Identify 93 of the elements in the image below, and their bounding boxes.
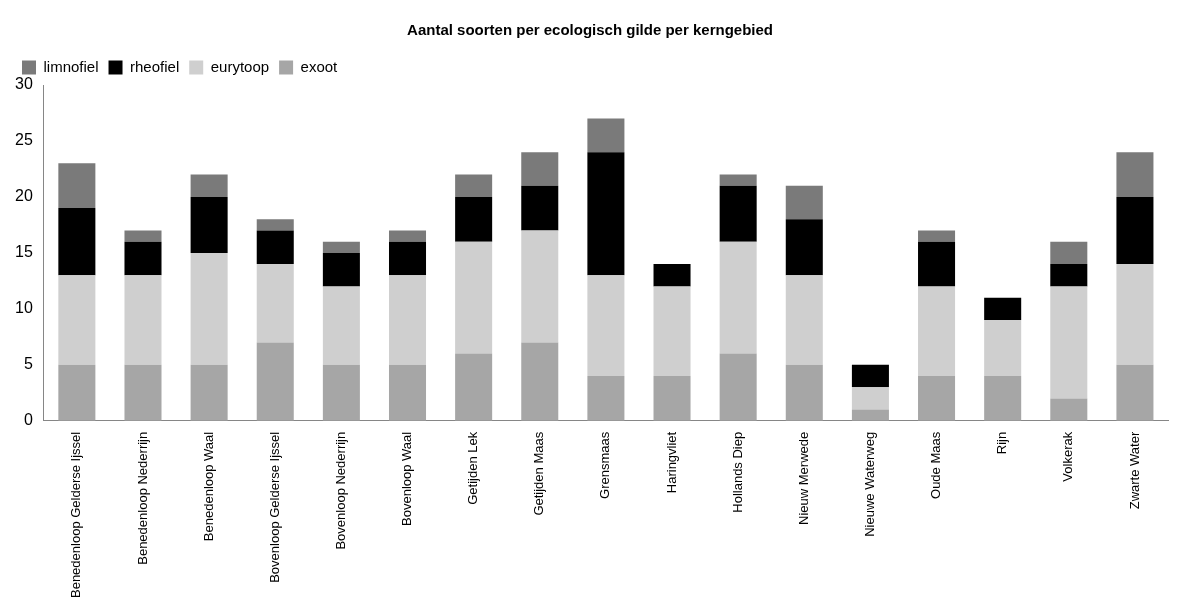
- bar: [918, 241, 956, 287]
- bar: [58, 208, 96, 276]
- x-tick-label: Volkerak: [1060, 431, 1076, 482]
- bar: [785, 275, 823, 365]
- bar: [322, 364, 360, 421]
- bar: [785, 185, 823, 220]
- bar: [58, 364, 96, 421]
- bar: [918, 230, 956, 242]
- bar: [785, 364, 823, 421]
- legend-label: exoot: [300, 57, 339, 75]
- y-tick-label: 0: [23, 411, 33, 429]
- bar: [190, 174, 228, 197]
- bar: [388, 275, 427, 365]
- bar: [256, 230, 294, 265]
- bar: [322, 286, 360, 365]
- bar: [256, 264, 294, 343]
- bar: [587, 376, 625, 421]
- x-tick-label: Benedenloop Gelderse Ijssel: [68, 431, 84, 599]
- bar: [1050, 264, 1088, 287]
- y-tick-label: 10: [15, 299, 33, 317]
- bar: [653, 376, 691, 421]
- bar: [653, 286, 691, 377]
- bar: [58, 163, 96, 209]
- bar: [322, 241, 360, 253]
- x-tick-label: Grensmaas: [597, 431, 613, 499]
- bar: [719, 174, 757, 186]
- bar: [388, 241, 427, 276]
- x-tick-label: Haringvliet: [663, 431, 679, 494]
- x-tick-label: Bovenloop Waal: [399, 431, 415, 526]
- bar: [521, 342, 559, 421]
- bar: [1116, 364, 1154, 421]
- bar: [851, 364, 889, 388]
- legend-label: eurytoop: [210, 57, 270, 75]
- bar: [984, 320, 1022, 377]
- x-tick-label: Benedenloop Waal: [200, 431, 216, 542]
- x-tick-label: Nieuwe Waterweg: [861, 431, 877, 537]
- bar: [124, 275, 162, 365]
- bar: [719, 241, 757, 354]
- bar: [58, 275, 96, 365]
- bar: [1116, 196, 1154, 265]
- bar: [653, 264, 691, 287]
- bar: [785, 219, 823, 276]
- y-tick-label: 30: [15, 75, 33, 93]
- chart-title: Aantal soorten per ecologisch gilde per kerngebied: [407, 21, 773, 39]
- bar: [256, 342, 294, 421]
- y-tick-label: 5: [23, 355, 33, 373]
- bar: [587, 152, 625, 276]
- bar: [388, 364, 427, 421]
- bar: [322, 252, 360, 287]
- y-tick-label: 20: [15, 187, 33, 205]
- bar: [719, 185, 757, 242]
- bar: [455, 196, 493, 242]
- x-tick-label: Getijden Lek: [465, 431, 481, 505]
- bar: [124, 241, 162, 276]
- bar: [984, 297, 1022, 321]
- bar: [984, 376, 1022, 421]
- legend-label: rheofiel: [130, 57, 180, 75]
- bar: [1050, 398, 1088, 421]
- x-tick-label: Benedenloop Nederrijn: [134, 431, 150, 565]
- x-tick-label: Oude Maas: [928, 431, 944, 499]
- bar: [124, 230, 162, 242]
- legend-label: limnofiel: [43, 57, 99, 75]
- y-tick-label: 15: [15, 243, 33, 261]
- x-tick-label: Zwarte Water: [1126, 431, 1142, 510]
- x-tick-label: Getijden Maas: [531, 431, 547, 516]
- bar: [1050, 241, 1088, 265]
- bar: [918, 376, 956, 421]
- x-tick-label: Hollands Diep: [729, 431, 745, 513]
- bar: [256, 219, 294, 231]
- x-tick-label: Rijn: [994, 431, 1010, 455]
- bar: [190, 252, 228, 365]
- bar: [455, 353, 493, 421]
- bar: [719, 353, 757, 421]
- bar: [388, 230, 427, 242]
- bar: [190, 196, 228, 253]
- bar: [521, 230, 559, 343]
- bar: [521, 185, 559, 231]
- x-tick-label: Nieuw Merwede: [795, 431, 811, 525]
- bar: [918, 286, 956, 377]
- bar: [1116, 264, 1154, 365]
- y-tick-label: 25: [15, 131, 33, 149]
- bar: [1116, 152, 1154, 197]
- bar: [455, 241, 493, 354]
- bar: [587, 275, 625, 377]
- bar: [455, 174, 493, 197]
- x-tick-label: Bovenloop Nederrijn: [332, 431, 348, 550]
- bar: [587, 118, 625, 153]
- bar: [1050, 286, 1088, 399]
- x-tick-label: Bovenloop Gelderse Ijssel: [266, 431, 282, 583]
- bar: [190, 364, 228, 421]
- bar: [851, 387, 889, 410]
- bar: [521, 152, 559, 186]
- bar: [124, 364, 162, 421]
